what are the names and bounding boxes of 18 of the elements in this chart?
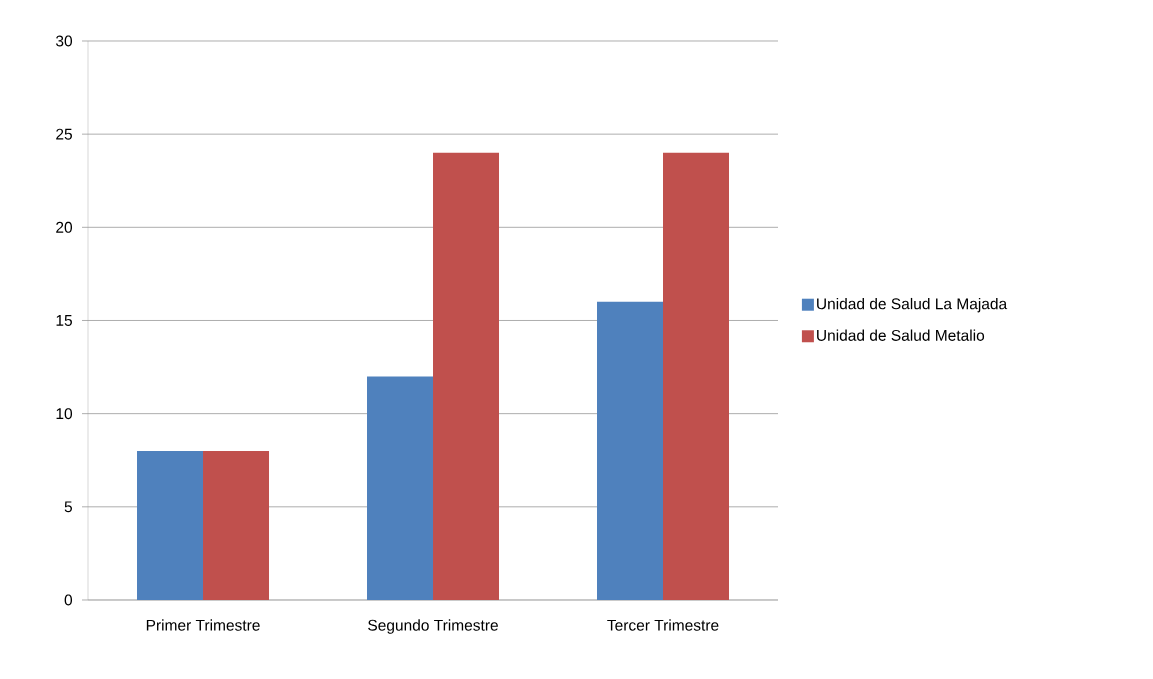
bar xyxy=(203,450,270,600)
y-tick-label: 20 xyxy=(56,221,73,233)
x-tick-label: Segundo Trimestre xyxy=(368,619,498,634)
y-tick-label: 10 xyxy=(56,408,73,420)
bar xyxy=(433,152,500,600)
legend-label: Unidad de Salud Metalio xyxy=(817,329,985,341)
x-tick-label: Tercer Trimestre xyxy=(607,619,719,631)
x-tick-label: Primer Trimestre xyxy=(146,619,260,631)
y-tick-label: 0 xyxy=(64,594,73,606)
bar xyxy=(137,450,204,600)
y-tick-label: 15 xyxy=(56,315,72,326)
bar xyxy=(367,376,434,600)
bar xyxy=(663,152,729,600)
y-tick-label: 5 xyxy=(64,501,72,513)
y-tick-label: 25 xyxy=(56,128,72,140)
bar xyxy=(597,301,663,600)
y-tick-label: 30 xyxy=(56,35,73,47)
legend-label: Unidad de Salud La Majada xyxy=(817,297,1008,313)
